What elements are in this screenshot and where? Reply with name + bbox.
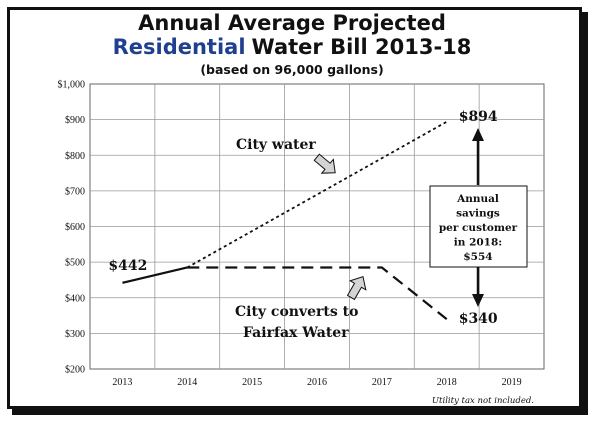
y-tick-label: $1,000: [58, 80, 86, 91]
y-tick-label: $700: [65, 186, 85, 197]
footnote: Utility tax not included.: [432, 396, 534, 406]
title-highlight: Residential: [113, 35, 246, 59]
data-label-start: $442: [108, 258, 147, 274]
data-label-city-end: $894: [459, 109, 498, 125]
frame-shadow-bottom: [12, 409, 588, 415]
data-label-fairfax-end: $340: [459, 311, 498, 327]
series-line-2: [187, 266, 448, 320]
title-rest: Water Bill 2013-18: [252, 35, 472, 59]
chart-labels: $442 $894 $340: [108, 109, 498, 327]
city-water-pointer-arrow: [313, 153, 336, 174]
savings-arrow-down: [472, 267, 484, 307]
series-line-1: [186, 120, 448, 269]
y-tick-label: $200: [65, 365, 85, 376]
chart-subtitle: (based on 96,000 gallons): [200, 62, 383, 77]
x-tick-label: 2015: [242, 377, 262, 388]
x-tick-label: 2019: [502, 377, 522, 388]
y-tick-label: $800: [65, 151, 85, 162]
frame-shadow-right: [582, 12, 588, 415]
converts-pointer-arrow: [346, 275, 367, 301]
y-tick-label: $500: [65, 258, 85, 269]
chart-title: Annual Average Projected: [138, 11, 446, 35]
x-tick-label: 2013: [112, 377, 132, 388]
savings-arrow-up: [472, 128, 484, 185]
y-tick-label: $400: [65, 293, 85, 304]
x-tick-label: 2014: [177, 377, 197, 388]
chart-marks: [122, 120, 448, 320]
savings-line: $554: [463, 251, 492, 263]
city-water-label: City water: [236, 137, 316, 153]
savings-line: in 2018:: [454, 237, 502, 249]
x-tick-label: 2018: [437, 377, 457, 388]
savings-line: per customer: [439, 222, 518, 234]
savings-box: [429, 185, 528, 268]
converts-label-line2: Fairfax Water: [243, 325, 349, 341]
y-tick-label: $600: [65, 222, 85, 233]
x-tick-label: 2016: [307, 377, 327, 388]
savings-line: savings: [456, 208, 500, 220]
x-tick-label: 2017: [372, 377, 392, 388]
y-tick-label: $300: [65, 329, 85, 340]
y-tick-label: $900: [65, 115, 85, 126]
chart-title-line2: Residential Water Bill 2013-18: [113, 35, 472, 59]
series-line-0: [122, 266, 188, 284]
converts-label-line1: City converts to: [235, 304, 358, 320]
savings-line: Annual: [456, 193, 499, 205]
savings-text: Annual savings per customer in 2018: $554: [439, 193, 518, 263]
